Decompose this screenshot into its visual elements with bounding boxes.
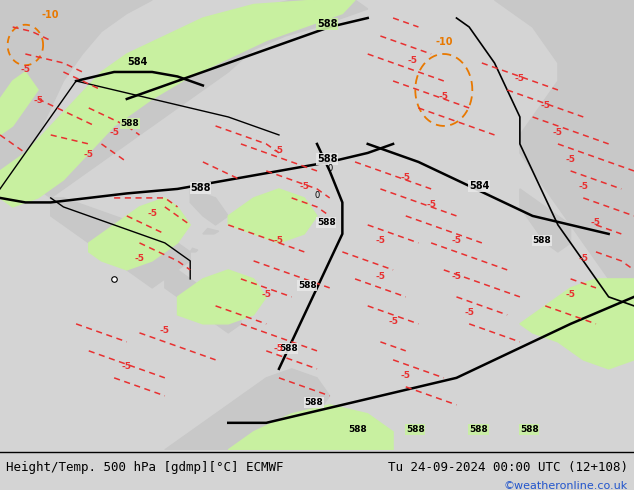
Polygon shape — [203, 228, 219, 234]
Text: 0: 0 — [327, 164, 332, 173]
Text: -5: -5 — [388, 317, 398, 326]
Text: -5: -5 — [33, 97, 43, 105]
Text: 588: 588 — [469, 425, 488, 434]
Polygon shape — [228, 189, 317, 243]
Polygon shape — [228, 405, 393, 450]
Text: Height/Temp. 500 hPa [gdmp][°C] ECMWF: Height/Temp. 500 hPa [gdmp][°C] ECMWF — [6, 462, 284, 474]
Text: -5: -5 — [407, 56, 417, 65]
Text: -5: -5 — [274, 236, 284, 245]
Text: -5: -5 — [401, 173, 411, 182]
Text: -5: -5 — [109, 128, 119, 137]
Text: 588: 588 — [520, 425, 539, 434]
Polygon shape — [178, 270, 266, 324]
Text: 588: 588 — [304, 398, 323, 407]
Text: -5: -5 — [134, 254, 145, 263]
Text: 588: 588 — [120, 119, 139, 128]
Text: -5: -5 — [553, 128, 563, 137]
Text: -5: -5 — [375, 236, 385, 245]
Polygon shape — [38, 0, 368, 198]
Polygon shape — [165, 270, 241, 333]
Polygon shape — [0, 0, 355, 207]
Text: -5: -5 — [299, 182, 309, 191]
Text: 584: 584 — [127, 57, 147, 67]
Text: -5: -5 — [439, 92, 449, 101]
Text: 588: 588 — [533, 236, 552, 245]
Text: -5: -5 — [464, 308, 474, 317]
Text: -5: -5 — [375, 272, 385, 281]
Polygon shape — [520, 279, 634, 369]
Text: 588: 588 — [349, 425, 368, 434]
Text: -5: -5 — [566, 155, 576, 164]
Text: 588: 588 — [298, 281, 317, 290]
Text: -5: -5 — [147, 209, 157, 218]
Text: -5: -5 — [540, 101, 550, 110]
Polygon shape — [0, 72, 38, 135]
Polygon shape — [89, 198, 190, 270]
Text: -5: -5 — [274, 344, 284, 353]
Text: -5: -5 — [451, 236, 462, 245]
Polygon shape — [520, 189, 571, 252]
Text: -5: -5 — [84, 150, 94, 159]
Text: -5: -5 — [274, 146, 284, 155]
Text: -5: -5 — [591, 218, 601, 227]
Text: -5: -5 — [160, 326, 170, 335]
Text: 588: 588 — [317, 218, 336, 227]
Text: 588: 588 — [317, 19, 337, 29]
Polygon shape — [51, 198, 190, 288]
Text: Tu 24-09-2024 00:00 UTC (12+108): Tu 24-09-2024 00:00 UTC (12+108) — [387, 462, 628, 474]
Text: -10: -10 — [42, 10, 60, 20]
Polygon shape — [190, 248, 198, 252]
Text: 588: 588 — [406, 425, 425, 434]
Polygon shape — [165, 369, 330, 450]
Text: -5: -5 — [261, 290, 271, 299]
Polygon shape — [228, 221, 240, 225]
Polygon shape — [254, 213, 263, 216]
Text: 588: 588 — [317, 154, 337, 164]
Text: -5: -5 — [578, 182, 588, 191]
Text: -5: -5 — [401, 371, 411, 380]
Text: 588: 588 — [279, 344, 298, 353]
Text: -5: -5 — [451, 272, 462, 281]
Text: 0: 0 — [314, 191, 320, 200]
Text: -5: -5 — [515, 74, 525, 83]
Text: ©weatheronline.co.uk: ©weatheronline.co.uk — [503, 481, 628, 490]
Text: 584: 584 — [469, 181, 489, 191]
Text: -5: -5 — [426, 200, 436, 209]
Text: -5: -5 — [578, 254, 588, 263]
Text: -5: -5 — [122, 362, 132, 371]
Polygon shape — [495, 0, 634, 297]
Text: -10: -10 — [435, 37, 453, 47]
Text: -5: -5 — [566, 290, 576, 299]
Polygon shape — [190, 189, 228, 225]
Polygon shape — [0, 0, 152, 189]
Text: -5: -5 — [20, 65, 30, 74]
Text: 588: 588 — [190, 183, 210, 193]
